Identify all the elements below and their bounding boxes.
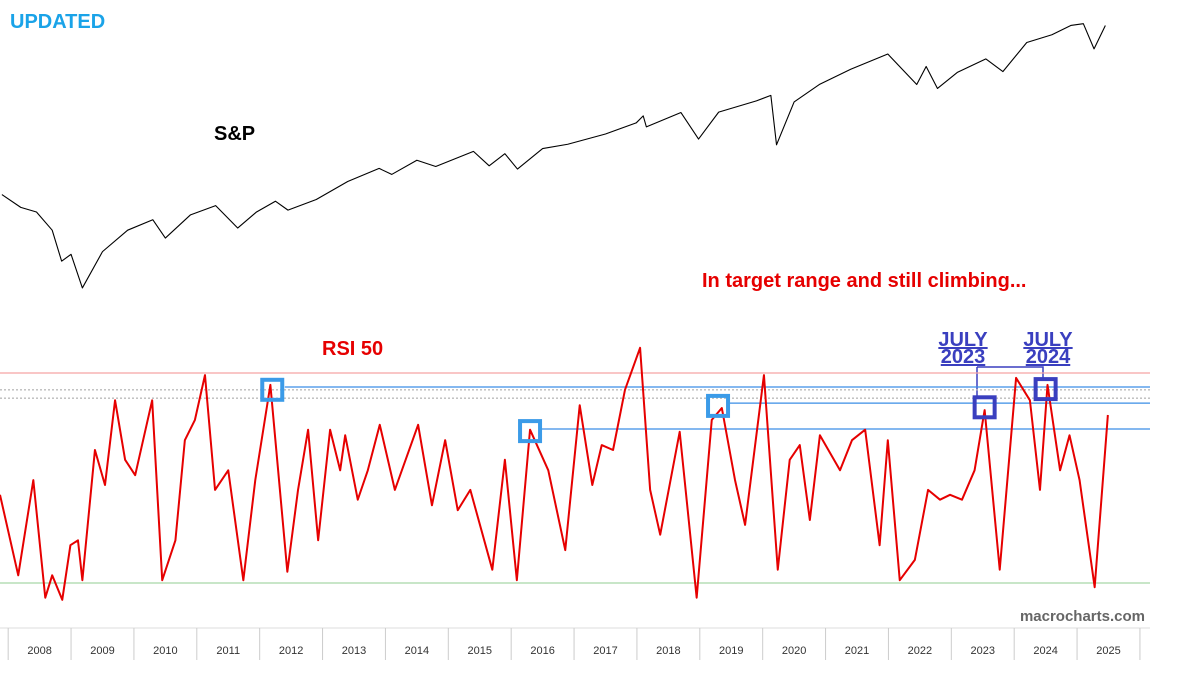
- x-tick-label: 2014: [405, 645, 429, 657]
- x-tick-label: 2022: [908, 645, 932, 657]
- x-tick-label: 2025: [1096, 645, 1120, 657]
- header: UPDATED: [10, 11, 105, 33]
- callout-text: JULY: [938, 329, 988, 351]
- highlight-box: [518, 419, 543, 444]
- x-tick-label: 2012: [279, 645, 303, 657]
- data-line: [1, 23, 1106, 289]
- sp-label: S&P: [214, 123, 255, 145]
- x-tick-label: 2020: [782, 645, 806, 657]
- callout-text: 2024: [1026, 346, 1071, 368]
- x-tick-label: 2017: [593, 645, 617, 657]
- x-tick-label: 2008: [27, 645, 51, 657]
- x-tick-label: 2015: [468, 645, 492, 657]
- x-tick-label: 2011: [216, 645, 240, 657]
- x-tick-label: 2024: [1033, 645, 1057, 657]
- callout-connector: [976, 366, 1044, 396]
- rsi-label: RSI 50: [322, 338, 383, 360]
- annotation: In target range and still climbing...: [702, 270, 1027, 292]
- x-tick-label: 2023: [971, 645, 995, 657]
- x-tick-label: 2013: [342, 645, 366, 657]
- highlight-box: [1033, 377, 1058, 402]
- x-tick-label: 2010: [153, 645, 177, 657]
- x-tick-label: 2016: [530, 645, 554, 657]
- callout-text: JULY: [1023, 329, 1073, 351]
- data-line: [0, 346, 1109, 601]
- highlight-box: [972, 395, 997, 420]
- highlight-box: [706, 393, 731, 418]
- x-tick-label: 2021: [845, 645, 869, 657]
- source: macrocharts.com: [1020, 608, 1145, 625]
- x-tick-label: 2018: [656, 645, 680, 657]
- x-tick-label: 2019: [719, 645, 743, 657]
- x-tick-label: 2009: [90, 645, 114, 657]
- callout-text: 2023: [941, 346, 986, 368]
- highlight-box: [260, 377, 285, 402]
